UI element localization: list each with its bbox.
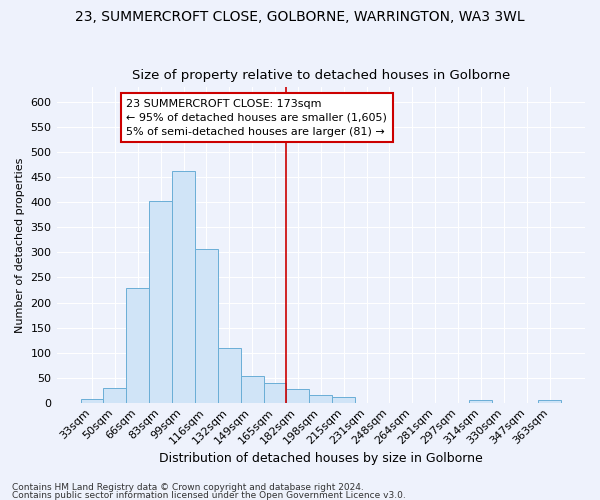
Bar	[332, 396, 355, 402]
Bar	[127, 288, 149, 403]
Bar	[538, 400, 561, 402]
Bar	[218, 348, 241, 403]
Text: 23 SUMMERCROFT CLOSE: 173sqm
← 95% of detached houses are smaller (1,605)
5% of : 23 SUMMERCROFT CLOSE: 173sqm ← 95% of de…	[127, 99, 387, 137]
X-axis label: Distribution of detached houses by size in Golborne: Distribution of detached houses by size …	[159, 452, 482, 465]
Bar	[241, 376, 263, 402]
Bar	[469, 400, 493, 402]
Bar	[149, 201, 172, 402]
Bar	[195, 249, 218, 402]
Bar	[310, 395, 332, 402]
Bar	[103, 388, 127, 402]
Y-axis label: Number of detached properties: Number of detached properties	[15, 158, 25, 332]
Text: 23, SUMMERCROFT CLOSE, GOLBORNE, WARRINGTON, WA3 3WL: 23, SUMMERCROFT CLOSE, GOLBORNE, WARRING…	[75, 10, 525, 24]
Bar	[263, 382, 286, 402]
Bar	[80, 399, 103, 402]
Bar	[286, 389, 310, 402]
Text: Contains public sector information licensed under the Open Government Licence v3: Contains public sector information licen…	[12, 490, 406, 500]
Text: Contains HM Land Registry data © Crown copyright and database right 2024.: Contains HM Land Registry data © Crown c…	[12, 484, 364, 492]
Bar	[172, 171, 195, 402]
Title: Size of property relative to detached houses in Golborne: Size of property relative to detached ho…	[131, 69, 510, 82]
